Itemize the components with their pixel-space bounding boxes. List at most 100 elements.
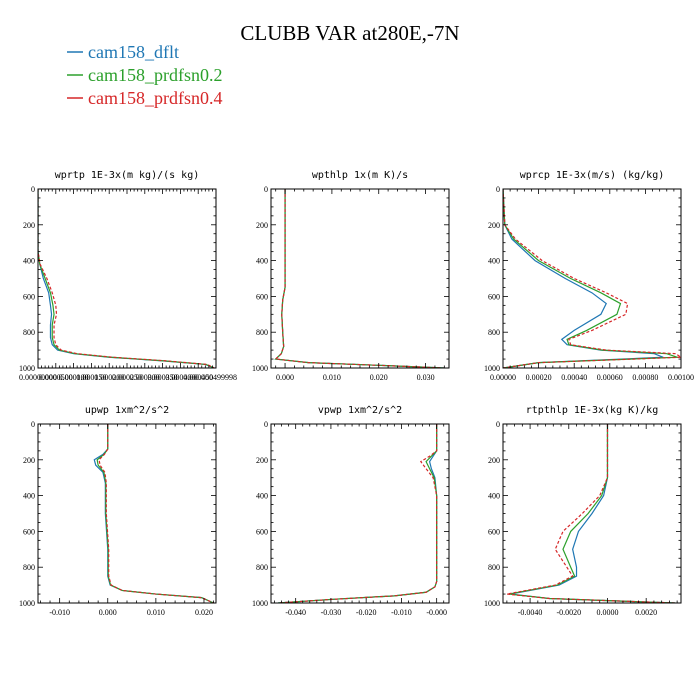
panel-frame-upwp	[37, 423, 217, 604]
xtick-label: -0.030	[321, 608, 342, 617]
xtick-label: 0.000499998	[195, 373, 237, 382]
ytick-label: 800	[488, 328, 500, 337]
ytick-label: 800	[488, 563, 500, 572]
series-group-rtpthlp	[506, 424, 676, 603]
xtick-label: 0.00000	[490, 373, 516, 382]
ytick-label: 800	[23, 328, 35, 337]
series-group-wprtp	[38, 189, 215, 368]
panel-frame-vpwp	[270, 423, 450, 604]
series-group-upwp	[93, 424, 214, 603]
series-line-rtpthlp-0	[510, 424, 676, 603]
ytick-label: 400	[488, 492, 500, 501]
xtick-label: -0.000	[426, 608, 447, 617]
panel-vpwp: vpwp 1xm^2/s^2 0 200 400 600 800 1000 -0.040 -0.…	[252, 405, 450, 617]
xtick-label: 0.0020	[635, 608, 657, 617]
ytick-label: 0	[496, 185, 500, 194]
ytick-label: 400	[256, 257, 268, 266]
series-group-wpthlp	[274, 189, 445, 368]
xtick-label: -0.0020	[556, 608, 581, 617]
series-line-wprcp-0	[503, 189, 664, 368]
series-line-rtpthlp-1	[508, 424, 676, 603]
series-line-wprcp-1	[503, 189, 678, 368]
xtick-label: 0.00060	[597, 373, 623, 382]
panel-rtpthlp: rtpthlp 1E-3x(kg K)/kg 0 200 400 600 800 1000 -…	[484, 405, 682, 617]
ytick-label: 400	[256, 492, 268, 501]
ytick-label: 600	[256, 527, 268, 536]
xtick-label: 0.00020	[526, 373, 552, 382]
ytick-label: 800	[23, 563, 35, 572]
ytick-label: 400	[488, 257, 500, 266]
ytick-label: 0	[264, 420, 268, 429]
xtick-label: 0.00100	[668, 373, 694, 382]
xtick-label: 0.000350	[148, 373, 178, 382]
xtick-label: 0.000	[99, 608, 117, 617]
legend: cam158_dflt cam158_prdfsn0.2 cam158_prdf…	[67, 42, 222, 108]
series-line-upwp-2	[98, 424, 214, 603]
ytick-label: 800	[256, 563, 268, 572]
series-line-wprcp-2	[503, 189, 681, 368]
series-group-wprcp	[503, 189, 681, 368]
series-line-rtpthlp-2	[506, 424, 676, 603]
series-line-wprtp-2	[38, 189, 215, 368]
panel-title-upwp: upwp 1xm^2/s^2	[85, 405, 169, 416]
xtick-label: 0.010	[147, 608, 165, 617]
ytick-label: 0	[496, 420, 500, 429]
panel-wprcp: wprcp 1E-3x(m/s) (kg/kg) 0 200 400 600 800 100…	[484, 170, 694, 382]
xtick-label: -0.0040	[518, 608, 543, 617]
series-line-wpthlp-0	[274, 189, 445, 368]
series-line-wprtp-1	[38, 189, 215, 368]
xtick-label: 0.020	[195, 608, 213, 617]
panel-title-wpthlp: wpthlp 1x(m K)/s	[312, 170, 408, 181]
panel-title-vpwp: vpwp 1xm^2/s^2	[318, 405, 402, 416]
ytick-label: 200	[488, 221, 500, 230]
xtick-label: -0.010	[391, 608, 412, 617]
ytick-label: 1000	[484, 599, 500, 608]
panel-title-rtpthlp: rtpthlp 1E-3x(kg K)/kg	[526, 405, 658, 416]
panel-frame-wprtp	[37, 188, 217, 369]
ytick-label: 1000	[252, 364, 268, 373]
panel-wpthlp: wpthlp 1x(m K)/s 0 200 400 600 800 1000 0.000 0.…	[252, 170, 450, 382]
series-line-wprtp-0	[38, 189, 215, 368]
xtick-label: 0.000450	[183, 373, 213, 382]
xtick-label: -0.010	[49, 608, 70, 617]
ytick-label: 200	[256, 456, 268, 465]
ytick-label: 600	[256, 292, 268, 301]
legend-label-dflt: cam158_dflt	[88, 42, 179, 62]
legend-label-prdfsn04: cam158_prdfsn0.4	[88, 88, 222, 108]
series-line-upwp-1	[96, 424, 214, 603]
xtick-label: 0.000100	[59, 373, 89, 382]
ytick-label: 200	[256, 221, 268, 230]
ytick-label: 600	[23, 292, 35, 301]
xtick-label: 0.000	[276, 373, 294, 382]
ytick-label: 200	[488, 456, 500, 465]
ytick-label: 200	[23, 221, 35, 230]
series-line-wpthlp-2	[274, 189, 445, 368]
xtick-label: 0.0000	[596, 608, 618, 617]
series-line-upwp-0	[93, 424, 214, 603]
ytick-label: 800	[256, 328, 268, 337]
xtick-label: 0.00040	[561, 373, 587, 382]
ytick-label: 400	[23, 492, 35, 501]
xtick-label: 0.020	[370, 373, 388, 382]
ytick-label: 600	[23, 527, 35, 536]
ytick-label: 0	[31, 420, 35, 429]
xtick-label: 0.00080	[632, 373, 658, 382]
series-line-vpwp-2	[278, 424, 438, 603]
panel-frame-wpthlp	[270, 188, 450, 369]
xtick-label: 0.000150	[76, 373, 106, 382]
xtick-label: 0.030	[417, 373, 435, 382]
series-group-vpwp	[278, 424, 438, 603]
panel-title-wprcp: wprcp 1E-3x(m/s) (kg/kg)	[520, 170, 665, 181]
xtick-label: 0.000400	[165, 373, 195, 382]
ytick-label: 200	[23, 456, 35, 465]
xtick-label: 0.010	[323, 373, 341, 382]
ytick-label: 600	[488, 527, 500, 536]
ytick-label: 600	[488, 292, 500, 301]
panel-wprtp: wprtp 1E-3x(m kg)/(s kg) 0 200 400 600 800 100…	[19, 170, 237, 382]
legend-label-prdfsn02: cam158_prdfsn0.2	[88, 65, 222, 85]
panel-title-wprtp: wprtp 1E-3x(m kg)/(s kg)	[55, 170, 200, 181]
series-line-vpwp-1	[278, 424, 438, 603]
xtick-label: 0.000200	[94, 373, 124, 382]
ytick-label: 0	[31, 185, 35, 194]
